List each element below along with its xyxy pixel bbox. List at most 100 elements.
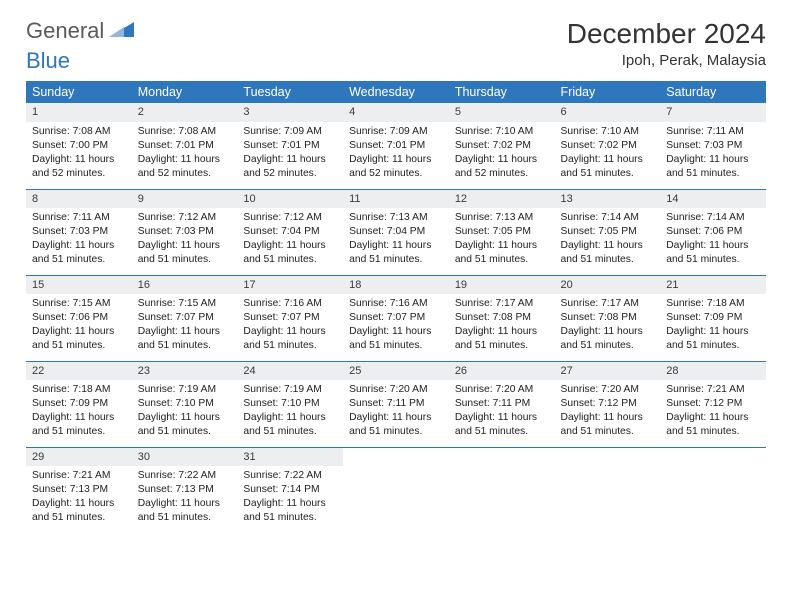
sunrise-line: Sunrise: 7:22 AM bbox=[243, 469, 337, 483]
daylight-line: Daylight: 11 hours and 51 minutes. bbox=[349, 411, 443, 439]
day-body: Sunrise: 7:14 AMSunset: 7:06 PMDaylight:… bbox=[660, 208, 766, 271]
daylight-line: Daylight: 11 hours and 51 minutes. bbox=[666, 239, 760, 267]
day-number: 18 bbox=[343, 276, 449, 295]
day-number: 2 bbox=[132, 103, 238, 122]
logo-blue-wrap: Blue bbox=[26, 48, 70, 74]
day-body: Sunrise: 7:20 AMSunset: 7:12 PMDaylight:… bbox=[555, 380, 661, 443]
day-body: Sunrise: 7:21 AMSunset: 7:13 PMDaylight:… bbox=[26, 466, 132, 529]
day-number: 10 bbox=[237, 190, 343, 209]
calendar-row: 15Sunrise: 7:15 AMSunset: 7:06 PMDayligh… bbox=[26, 275, 766, 361]
day-number: 27 bbox=[555, 362, 661, 381]
dow-row: Sunday Monday Tuesday Wednesday Thursday… bbox=[26, 81, 766, 103]
calendar-cell: 30Sunrise: 7:22 AMSunset: 7:13 PMDayligh… bbox=[132, 447, 238, 533]
sunset-line: Sunset: 7:03 PM bbox=[666, 139, 760, 153]
day-number: 4 bbox=[343, 103, 449, 122]
sunrise-line: Sunrise: 7:10 AM bbox=[561, 125, 655, 139]
daylight-line: Daylight: 11 hours and 51 minutes. bbox=[243, 497, 337, 525]
sunset-line: Sunset: 7:06 PM bbox=[32, 311, 126, 325]
day-body: Sunrise: 7:08 AMSunset: 7:00 PMDaylight:… bbox=[26, 122, 132, 185]
month-title: December 2024 bbox=[567, 18, 766, 50]
sunset-line: Sunset: 7:07 PM bbox=[243, 311, 337, 325]
logo-text-blue: Blue bbox=[26, 48, 70, 73]
day-body: Sunrise: 7:19 AMSunset: 7:10 PMDaylight:… bbox=[132, 380, 238, 443]
sunrise-line: Sunrise: 7:11 AM bbox=[666, 125, 760, 139]
sunrise-line: Sunrise: 7:14 AM bbox=[561, 211, 655, 225]
daylight-line: Daylight: 11 hours and 51 minutes. bbox=[138, 325, 232, 353]
sunrise-line: Sunrise: 7:08 AM bbox=[138, 125, 232, 139]
day-body: Sunrise: 7:13 AMSunset: 7:04 PMDaylight:… bbox=[343, 208, 449, 271]
day-body: Sunrise: 7:15 AMSunset: 7:06 PMDaylight:… bbox=[26, 294, 132, 357]
calendar-cell: 16Sunrise: 7:15 AMSunset: 7:07 PMDayligh… bbox=[132, 275, 238, 361]
calendar-cell: 15Sunrise: 7:15 AMSunset: 7:06 PMDayligh… bbox=[26, 275, 132, 361]
calendar-cell: 19Sunrise: 7:17 AMSunset: 7:08 PMDayligh… bbox=[449, 275, 555, 361]
calendar-cell: 24Sunrise: 7:19 AMSunset: 7:10 PMDayligh… bbox=[237, 361, 343, 447]
day-body: Sunrise: 7:17 AMSunset: 7:08 PMDaylight:… bbox=[449, 294, 555, 357]
day-number: 26 bbox=[449, 362, 555, 381]
calendar-cell: 13Sunrise: 7:14 AMSunset: 7:05 PMDayligh… bbox=[555, 189, 661, 275]
calendar-cell: 8Sunrise: 7:11 AMSunset: 7:03 PMDaylight… bbox=[26, 189, 132, 275]
day-body: Sunrise: 7:16 AMSunset: 7:07 PMDaylight:… bbox=[237, 294, 343, 357]
daylight-line: Daylight: 11 hours and 51 minutes. bbox=[32, 239, 126, 267]
day-body: Sunrise: 7:10 AMSunset: 7:02 PMDaylight:… bbox=[449, 122, 555, 185]
calendar-row: 8Sunrise: 7:11 AMSunset: 7:03 PMDaylight… bbox=[26, 189, 766, 275]
sunset-line: Sunset: 7:10 PM bbox=[138, 397, 232, 411]
sunset-line: Sunset: 7:08 PM bbox=[561, 311, 655, 325]
calendar-cell: 18Sunrise: 7:16 AMSunset: 7:07 PMDayligh… bbox=[343, 275, 449, 361]
calendar-cell: 20Sunrise: 7:17 AMSunset: 7:08 PMDayligh… bbox=[555, 275, 661, 361]
calendar-cell: 28Sunrise: 7:21 AMSunset: 7:12 PMDayligh… bbox=[660, 361, 766, 447]
daylight-line: Daylight: 11 hours and 51 minutes. bbox=[666, 153, 760, 181]
daylight-line: Daylight: 11 hours and 51 minutes. bbox=[32, 411, 126, 439]
logo: General bbox=[26, 18, 137, 44]
calendar-row: 29Sunrise: 7:21 AMSunset: 7:13 PMDayligh… bbox=[26, 447, 766, 533]
day-number: 29 bbox=[26, 448, 132, 467]
day-number: 7 bbox=[660, 103, 766, 122]
sunrise-line: Sunrise: 7:16 AM bbox=[349, 297, 443, 311]
daylight-line: Daylight: 11 hours and 51 minutes. bbox=[243, 411, 337, 439]
daylight-line: Daylight: 11 hours and 51 minutes. bbox=[138, 497, 232, 525]
calendar-cell: 22Sunrise: 7:18 AMSunset: 7:09 PMDayligh… bbox=[26, 361, 132, 447]
calendar-cell: 23Sunrise: 7:19 AMSunset: 7:10 PMDayligh… bbox=[132, 361, 238, 447]
daylight-line: Daylight: 11 hours and 51 minutes. bbox=[455, 239, 549, 267]
sunrise-line: Sunrise: 7:09 AM bbox=[349, 125, 443, 139]
day-body: Sunrise: 7:18 AMSunset: 7:09 PMDaylight:… bbox=[26, 380, 132, 443]
day-body: Sunrise: 7:12 AMSunset: 7:04 PMDaylight:… bbox=[237, 208, 343, 271]
day-body: Sunrise: 7:08 AMSunset: 7:01 PMDaylight:… bbox=[132, 122, 238, 185]
day-body: Sunrise: 7:16 AMSunset: 7:07 PMDaylight:… bbox=[343, 294, 449, 357]
sunset-line: Sunset: 7:07 PM bbox=[349, 311, 443, 325]
day-number: 25 bbox=[343, 362, 449, 381]
dow-monday: Monday bbox=[132, 81, 238, 103]
daylight-line: Daylight: 11 hours and 51 minutes. bbox=[455, 411, 549, 439]
day-body: Sunrise: 7:13 AMSunset: 7:05 PMDaylight:… bbox=[449, 208, 555, 271]
day-body: Sunrise: 7:19 AMSunset: 7:10 PMDaylight:… bbox=[237, 380, 343, 443]
sunset-line: Sunset: 7:02 PM bbox=[455, 139, 549, 153]
daylight-line: Daylight: 11 hours and 51 minutes. bbox=[349, 239, 443, 267]
calendar-cell: 25Sunrise: 7:20 AMSunset: 7:11 PMDayligh… bbox=[343, 361, 449, 447]
day-body: Sunrise: 7:10 AMSunset: 7:02 PMDaylight:… bbox=[555, 122, 661, 185]
calendar-table: Sunday Monday Tuesday Wednesday Thursday… bbox=[26, 81, 766, 533]
day-number: 24 bbox=[237, 362, 343, 381]
sunset-line: Sunset: 7:03 PM bbox=[32, 225, 126, 239]
calendar-cell bbox=[555, 447, 661, 533]
sunrise-line: Sunrise: 7:16 AM bbox=[243, 297, 337, 311]
day-body: Sunrise: 7:22 AMSunset: 7:14 PMDaylight:… bbox=[237, 466, 343, 529]
sunset-line: Sunset: 7:09 PM bbox=[666, 311, 760, 325]
calendar-cell: 31Sunrise: 7:22 AMSunset: 7:14 PMDayligh… bbox=[237, 447, 343, 533]
sunrise-line: Sunrise: 7:10 AM bbox=[455, 125, 549, 139]
sunrise-line: Sunrise: 7:11 AM bbox=[32, 211, 126, 225]
day-number: 22 bbox=[26, 362, 132, 381]
day-body: Sunrise: 7:17 AMSunset: 7:08 PMDaylight:… bbox=[555, 294, 661, 357]
daylight-line: Daylight: 11 hours and 51 minutes. bbox=[455, 325, 549, 353]
day-number: 11 bbox=[343, 190, 449, 209]
sunrise-line: Sunrise: 7:20 AM bbox=[561, 383, 655, 397]
day-number: 12 bbox=[449, 190, 555, 209]
day-body: Sunrise: 7:21 AMSunset: 7:12 PMDaylight:… bbox=[660, 380, 766, 443]
daylight-line: Daylight: 11 hours and 51 minutes. bbox=[666, 325, 760, 353]
sunrise-line: Sunrise: 7:12 AM bbox=[138, 211, 232, 225]
day-number: 3 bbox=[237, 103, 343, 122]
calendar-row: 22Sunrise: 7:18 AMSunset: 7:09 PMDayligh… bbox=[26, 361, 766, 447]
daylight-line: Daylight: 11 hours and 51 minutes. bbox=[138, 411, 232, 439]
day-body: Sunrise: 7:15 AMSunset: 7:07 PMDaylight:… bbox=[132, 294, 238, 357]
sunset-line: Sunset: 7:01 PM bbox=[243, 139, 337, 153]
day-body: Sunrise: 7:11 AMSunset: 7:03 PMDaylight:… bbox=[660, 122, 766, 185]
calendar-cell bbox=[449, 447, 555, 533]
